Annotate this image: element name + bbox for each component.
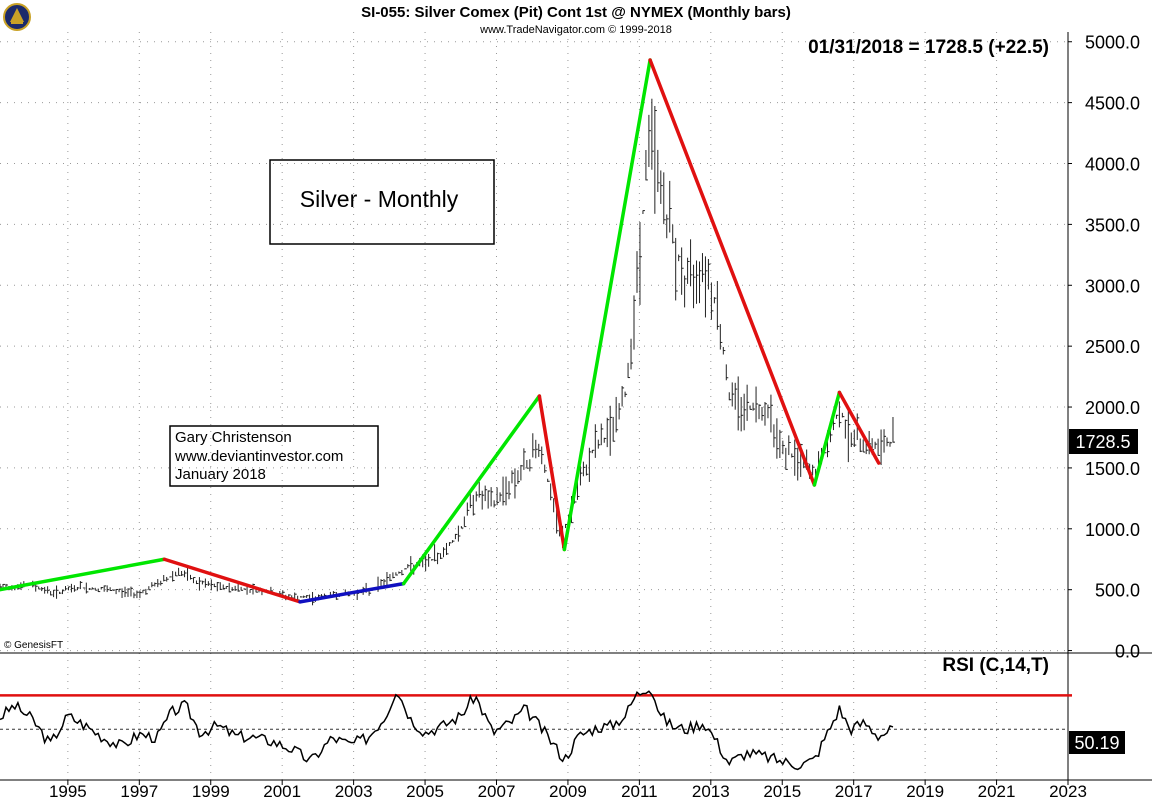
rsi-grid [67, 653, 1069, 780]
trend-lines [0, 58, 881, 604]
price-bars [0, 98, 895, 606]
x-tick-label: 1995 [49, 782, 87, 801]
trend-line-down-trend [837, 390, 881, 465]
trend-line-up-trend [0, 557, 167, 592]
chart-title: SI-055: Silver Comex (Pit) Cont 1st @ NY… [361, 4, 791, 21]
trend-line-up-trend [562, 58, 652, 552]
x-tick-label: 2007 [478, 782, 516, 801]
x-tick-label: 2013 [692, 782, 730, 801]
title-box [269, 159, 495, 245]
y-tick-label: 3500.0 [1085, 215, 1140, 235]
trend-line-up-trend [812, 390, 842, 487]
author-date: January 2018 [175, 466, 266, 483]
author-name: Gary Christenson [175, 429, 292, 446]
x-tick-label: 2009 [549, 782, 587, 801]
rsi-line [0, 690, 894, 771]
rsi-value-tag-bg [1069, 731, 1125, 754]
y-tick-label: 500.0 [1095, 581, 1140, 601]
author-box [169, 425, 379, 487]
title-box-text: Silver - Monthly [300, 186, 459, 212]
trend-line-down-trend [648, 58, 817, 487]
x-tick-labels: 1995 1997 1999 2001 2003 2005 2007 2009 2011 2013… [49, 780, 1087, 801]
y-tick-label: 5000.0 [1085, 33, 1140, 53]
x-tick-label: 2017 [835, 782, 873, 801]
y-tick-label: 1500.0 [1085, 459, 1140, 479]
logo-icon [3, 3, 31, 31]
trend-line-up-trend [401, 394, 542, 586]
x-tick-label: 2019 [906, 782, 944, 801]
x-tick-label: 2011 [621, 782, 658, 801]
x-tick-label: 2005 [406, 782, 444, 801]
trend-line-down-trend [537, 394, 567, 552]
chart-subtitle: www.TradeNavigator.com © 1999-2018 [479, 24, 672, 36]
x-tick-label: 2021 [978, 782, 1016, 801]
copyright-label: © GenesisFT [4, 640, 63, 651]
y-tick-label: 0.0 [1115, 642, 1140, 662]
last-quote: 01/31/2018 = 1728.5 (+22.5) [808, 37, 1049, 58]
trend-line-flat-trend [298, 581, 406, 604]
x-tick-label: 1999 [192, 782, 230, 801]
main-grid [0, 32, 1069, 653]
last-price-tag: 1728.5 [1075, 432, 1130, 452]
last-price-tag-bg [1069, 429, 1138, 454]
trend-line-down-trend [162, 557, 302, 604]
y-tick-label: 2000.0 [1085, 398, 1140, 418]
x-tick-label: 2023 [1049, 782, 1087, 801]
author-website: www.deviantinvestor.com [174, 448, 343, 465]
rsi-value-tag: 50.19 [1074, 733, 1119, 753]
y-tick-label: 1000.0 [1085, 520, 1140, 540]
x-tick-label: 2003 [335, 782, 373, 801]
x-tick-label: 2015 [763, 782, 801, 801]
y-tick-label: 2500.0 [1085, 337, 1140, 357]
x-tick-label: 2001 [263, 782, 301, 801]
y-tick-label: 4500.0 [1085, 94, 1140, 114]
y-tick-label: 3000.0 [1085, 276, 1140, 296]
rsi-panel [0, 690, 1072, 771]
y-tick-label: 4000.0 [1085, 155, 1140, 175]
x-tick-label: 1997 [120, 782, 158, 801]
y-tick-labels: 0.0 500.0 1000.0 1500.0 2000.0 2500.0 3000.0 35… [1068, 33, 1140, 662]
rsi-title: RSI (C,14,T) [942, 655, 1049, 676]
